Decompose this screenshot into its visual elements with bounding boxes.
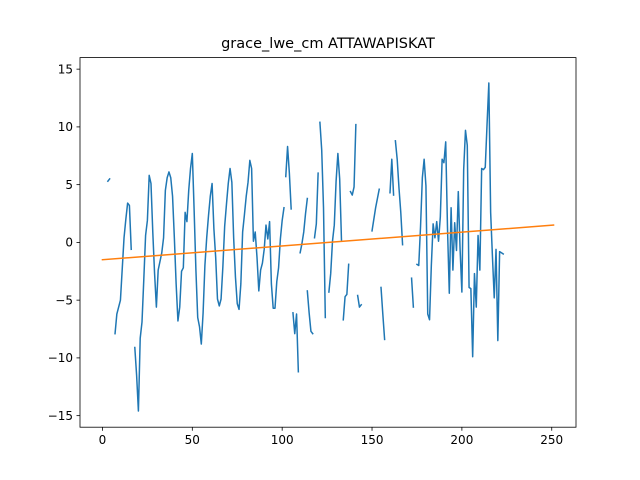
data-series-line-segment-8 [319, 121, 327, 319]
data-series-line-segment-0 [106, 177, 111, 183]
y-tick-label: 10 [58, 120, 73, 134]
data-series-line-segment-10 [342, 263, 350, 321]
series-layer [101, 82, 555, 412]
y-tick-label: 5 [65, 178, 73, 192]
axes-layer: 0 50 100 150 200 250 −15 −10 −5 0 5 10 15 [48, 57, 577, 447]
data-series-line-segment-11 [349, 123, 357, 196]
data-series-line-segment-5 [299, 197, 309, 254]
data-series-line-segment-17 [410, 277, 415, 308]
data-series-line-segment-14 [380, 286, 386, 341]
chart-title: grace_lwe_cm ATTAWAPISKAT [221, 36, 435, 52]
data-series-line-segment-12 [356, 294, 363, 308]
data-series-line-segment-1 [114, 202, 133, 335]
trend-line-0 [101, 224, 555, 261]
data-series-line-segment-2 [134, 152, 285, 412]
data-series-line-segment-7 [313, 172, 319, 239]
y-tick-label: −5 [55, 293, 73, 307]
x-tick-label: 0 [99, 433, 107, 447]
x-tick-label: 200 [450, 433, 473, 447]
data-series-line-segment-13 [371, 188, 381, 232]
x-tick-label: 100 [271, 433, 294, 447]
y-tick-label: 0 [65, 236, 73, 250]
y-tick-label: 15 [58, 62, 73, 76]
data-series-line-segment-6 [306, 290, 314, 335]
data-series-line-segment-4 [292, 312, 300, 373]
y-tick-label: −10 [48, 351, 73, 365]
data-series-line-segment-9 [328, 152, 343, 293]
x-tick-label: 250 [540, 433, 563, 447]
data-series-line-segment-16 [394, 139, 404, 246]
x-tick-label: 150 [361, 433, 384, 447]
data-series-line-segment-18 [415, 82, 505, 358]
x-tick-label: 50 [185, 433, 200, 447]
y-tick-label: −15 [48, 409, 73, 423]
data-series-line-segment-15 [389, 158, 395, 196]
data-series-line-segment-3 [284, 145, 292, 210]
